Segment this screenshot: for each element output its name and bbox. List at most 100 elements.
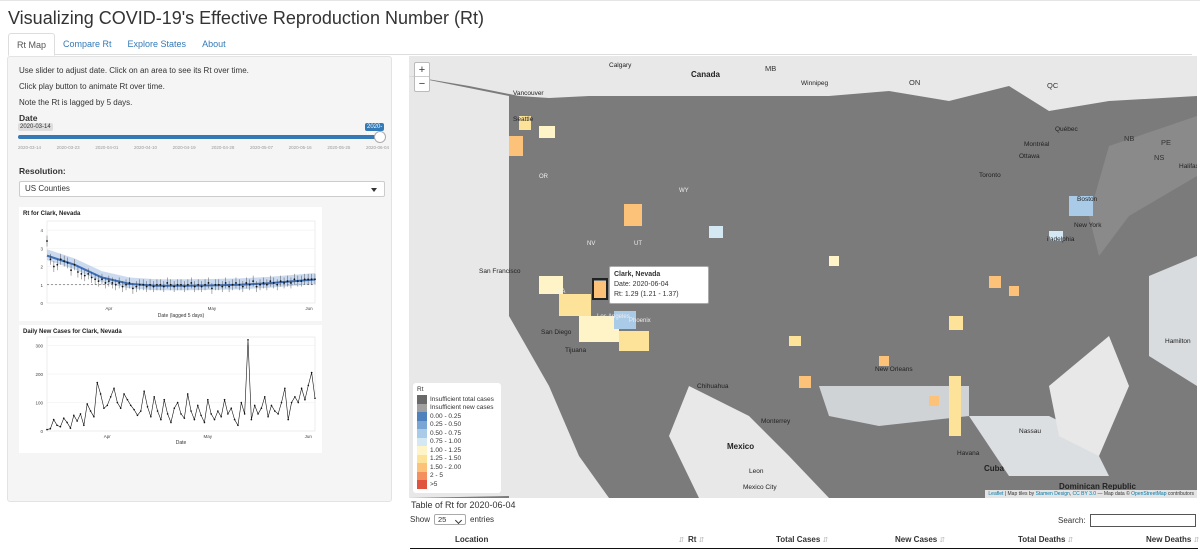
rt-point [156, 283, 158, 286]
sort-icon: ⇵ [1193, 537, 1200, 544]
cases-point [66, 421, 68, 424]
tab-rt-map[interactable]: Rt Map [8, 33, 56, 56]
legend-swatch [417, 429, 427, 438]
leaflet-link[interactable]: Leaflet [988, 491, 1004, 497]
cc-link[interactable]: CC BY 3.0 [1072, 491, 1097, 497]
cases-y-tick: 300 [35, 344, 43, 349]
table-header: Location ⇵ Rt ⇵ Total Cases ⇵ New Cases ⇵ To… [410, 531, 1200, 549]
cases-point [156, 410, 159, 412]
legend-swatch [417, 403, 427, 412]
cases-point [56, 424, 58, 427]
tab-about[interactable]: About [202, 39, 226, 49]
entries-select[interactable]: 25 [434, 514, 467, 525]
zoom-out-button[interactable]: − [418, 78, 426, 90]
legend-item: 0.25 - 0.50 [417, 420, 497, 429]
rt-point [214, 283, 217, 286]
legend-swatch [417, 471, 427, 480]
map-place-label: New Orleans [875, 366, 913, 373]
map-place-label: Ottawa [1019, 153, 1040, 160]
rt-point [80, 272, 83, 275]
search-input[interactable] [1089, 514, 1196, 527]
rt-point [149, 283, 151, 286]
cases-point [233, 418, 236, 421]
map-place-label: Nassau [1019, 428, 1042, 435]
column-header-location[interactable]: Location ⇵ [455, 535, 685, 544]
cases-x-tick: Jun [305, 434, 313, 439]
cases-x-tick: May [204, 434, 213, 439]
tab-bar: Rt Map Compare Rt Explore States About [8, 33, 1192, 56]
cases-point [49, 427, 52, 430]
attribution-text-3: contributors [1166, 491, 1194, 497]
map-place-label: Seattle [513, 116, 534, 123]
cases-point [59, 425, 62, 428]
rt-point [190, 282, 193, 284]
cases-point [294, 396, 296, 398]
map-place-label: QC [1047, 81, 1059, 90]
legend-label: Insufficient total cases [430, 395, 494, 403]
cases-point [166, 413, 169, 415]
column-header-new-cases[interactable]: New Cases ⇵ [895, 535, 946, 544]
map-tooltip: Clark, Nevada Date: 2020-06-04 Rt: 1.29 … [609, 266, 709, 304]
cases-point [136, 414, 139, 417]
map-place-label: OR [539, 174, 548, 180]
rt-map[interactable]: + − Calgary Canada MB ON QC Winnipeg Vancouver… [409, 56, 1197, 498]
cases-point [150, 415, 152, 418]
tab-explore-states[interactable]: Explore States [127, 39, 187, 49]
rt-point [314, 278, 316, 281]
rt-point [193, 285, 196, 288]
cases-chart-title: Daily New Cases for Clark, Nevada [23, 329, 122, 335]
cases-point [274, 410, 276, 412]
zoom-in-button[interactable]: + [415, 63, 429, 77]
map-place-label: iladelphia [1047, 236, 1075, 243]
rt-point [159, 283, 162, 286]
show-label: Show [410, 515, 431, 524]
rt-point [269, 280, 272, 283]
legend-swatch [417, 395, 427, 404]
cases-point [119, 407, 122, 410]
cases-point [307, 384, 310, 387]
cases-point [69, 427, 72, 429]
selected-county-outline[interactable] [592, 278, 608, 300]
rt-point [293, 278, 296, 281]
rt-point [59, 258, 62, 261]
cases-chart[interactable]: Daily New Cases for Clark, Nevada 0 100 200… [19, 325, 322, 453]
legend-item: 1.50 - 2.00 [417, 463, 497, 472]
rt-point [121, 285, 124, 288]
cases-x-axis-label: Date [176, 440, 187, 446]
cases-point [160, 418, 162, 421]
cases-point [230, 407, 233, 410]
cases-point [116, 401, 119, 404]
slider-track[interactable] [18, 135, 382, 139]
slider-tick-label: 2020-05-07 [250, 145, 274, 150]
cases-point [106, 404, 109, 407]
legend-item: Insufficient new cases [417, 403, 497, 412]
cases-point [240, 401, 243, 404]
rt-point [162, 285, 165, 288]
map-place-label: Cuba [984, 464, 1004, 473]
rt-plot-area [46, 220, 316, 304]
resolution-select[interactable]: US Counties [19, 181, 385, 197]
cases-point [76, 420, 78, 422]
column-header-new-deaths[interactable]: New Deaths ⇵ [1146, 535, 1200, 544]
osm-link[interactable]: OpenStreetMap [1131, 491, 1167, 497]
sort-icon: ⇵ [698, 537, 705, 544]
column-header-total-cases[interactable]: Total Cases ⇵ [776, 535, 829, 544]
column-header-rt[interactable]: Rt ⇵ [688, 535, 705, 544]
rt-chart[interactable]: Rt for Clark, Nevada 0 1 2 3 4 Apr May Jun Date (… [19, 207, 322, 321]
tab-compare-rt[interactable]: Compare Rt [63, 39, 112, 49]
cases-point [99, 393, 102, 395]
legend-title: Rt [417, 386, 424, 393]
cases-point [213, 418, 216, 421]
cases-point [62, 417, 65, 419]
column-header-total-deaths[interactable]: Total Deaths ⇵ [1018, 535, 1074, 544]
chevron-down-icon [371, 188, 377, 192]
date-slider[interactable]: 2020-03-14 2020-06-04 [18, 123, 386, 148]
cases-point [183, 417, 186, 419]
sort-icon: ⇵ [822, 537, 829, 544]
slider-handle[interactable] [374, 131, 386, 143]
rt-point [111, 282, 114, 284]
slider-tick-label: 2020-05-16 [288, 145, 312, 150]
sidebar-panel: Use slider to adjust date. Click on an a… [7, 56, 392, 502]
stamen-link[interactable]: Stamen Design [1035, 491, 1070, 497]
cases-point [297, 401, 300, 404]
